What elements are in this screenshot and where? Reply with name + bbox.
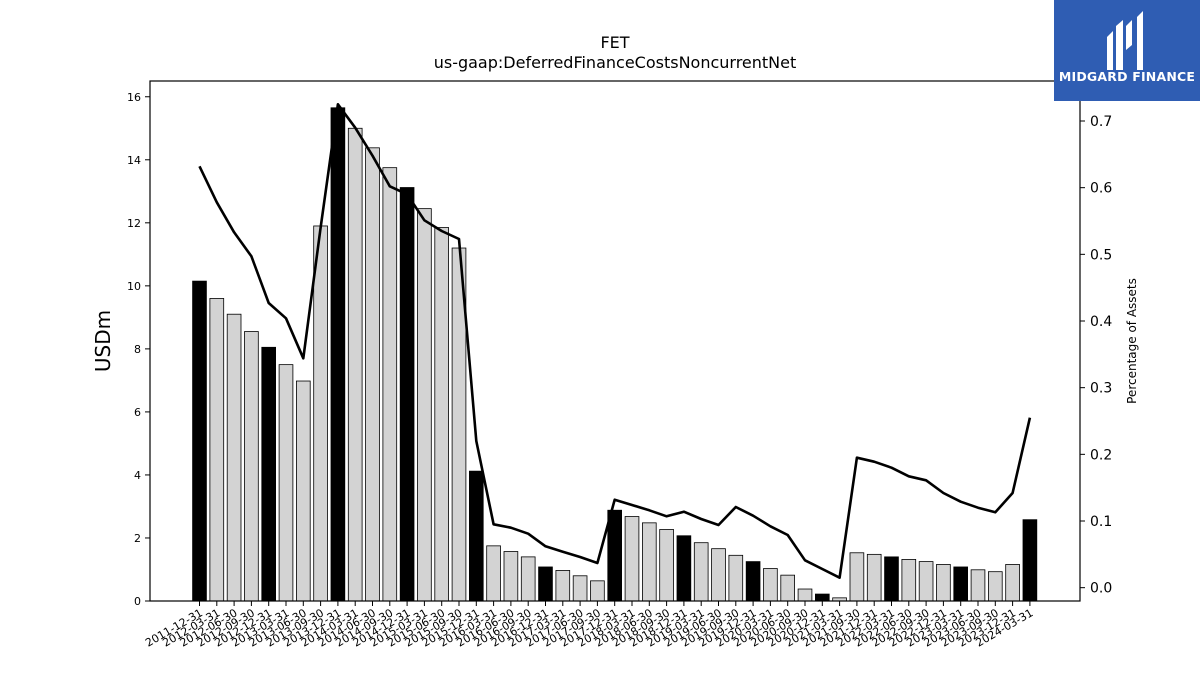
bar-2013-06-30 xyxy=(295,380,311,602)
bar-2017-06-30 xyxy=(572,575,588,602)
right-axis: 0.0 0.1 0.2 0.3 0.4 0.5 0.6 0.7 xyxy=(1080,114,1112,597)
y2-tick-label: 0.1 xyxy=(1090,514,1112,530)
y-tick-label: 6 xyxy=(134,406,141,419)
y-tick-label: 8 xyxy=(134,343,141,356)
y-tick-label: 2 xyxy=(134,532,141,545)
y2-tick-label: 0.0 xyxy=(1090,581,1112,597)
bar-2016-06-30 xyxy=(503,551,519,602)
bar-2018-12-31 xyxy=(676,535,692,602)
bar-2014-06-30 xyxy=(365,147,380,602)
bars-layer xyxy=(192,107,1038,602)
bar-2023-12-31 xyxy=(1005,564,1020,602)
bar-2023-09-30 xyxy=(988,571,1003,602)
bar-2020-03-31 xyxy=(763,568,778,602)
brand-name: MIDGARD FINANCE xyxy=(1058,69,1196,84)
y2-axis-label: Percentage of Assets xyxy=(1125,278,1139,404)
bar-2015-06-30 xyxy=(434,227,449,602)
bar-2016-09-30 xyxy=(520,556,536,602)
bar-2013-09-30 xyxy=(313,225,328,602)
bar-2024-03-31 xyxy=(1022,519,1038,602)
chart-subtitle: us-gaap:DeferredFinanceCostsNoncurrentNe… xyxy=(434,53,797,72)
assets-percentage-line xyxy=(198,103,1032,580)
bar-2017-03-31 xyxy=(555,570,571,602)
y2-tick-label: 0.4 xyxy=(1090,314,1112,330)
bar-2014-09-30 xyxy=(382,167,398,602)
y2-tick-label: 0.2 xyxy=(1090,447,1112,463)
bar-2023-06-30 xyxy=(970,569,986,602)
bar-2022-03-31 xyxy=(884,556,899,602)
bar-2019-03-31 xyxy=(693,542,709,602)
y-tick-label: 16 xyxy=(127,91,141,104)
bar-2017-12-31 xyxy=(607,509,622,602)
line-layer xyxy=(198,103,1032,580)
bar-2012-06-30 xyxy=(226,313,242,602)
bar-2012-12-31 xyxy=(261,346,276,602)
bar-2021-09-30 xyxy=(849,552,865,602)
brand-logo: MIDGARD FINANCE xyxy=(1054,0,1200,101)
y-tick-label: 0 xyxy=(134,595,141,608)
y2-tick-label: 0.6 xyxy=(1090,181,1112,197)
bar-2019-12-31 xyxy=(745,561,761,602)
bar-2015-03-31 xyxy=(417,208,432,602)
bar-2013-03-31 xyxy=(278,364,294,602)
bar-2018-06-30 xyxy=(642,522,657,602)
y-tick-label: 10 xyxy=(127,280,141,293)
bar-2022-06-30 xyxy=(901,559,917,602)
bar-2018-09-30 xyxy=(659,529,674,602)
x-axis: 2011-12-312012-03-312012-06-302012-09-30… xyxy=(143,601,1035,650)
left-axis: 0 2 4 6 8 10 12 14 16 xyxy=(127,91,150,608)
midgard-logo-icon xyxy=(1107,11,1143,70)
bar-2015-12-31 xyxy=(468,470,484,602)
bar-2011-12-31 xyxy=(192,280,207,602)
y-axis-label: USDm xyxy=(91,310,115,372)
bar-2020-09-30 xyxy=(797,588,813,602)
bar-2022-09-30 xyxy=(918,561,934,602)
y-tick-label: 4 xyxy=(134,469,141,482)
bar-2018-03-31 xyxy=(624,516,640,602)
bar-2020-12-31 xyxy=(815,593,830,602)
bar-2014-12-31 xyxy=(399,187,415,602)
bar-2016-12-31 xyxy=(538,566,553,602)
bar-2012-03-31 xyxy=(209,298,225,602)
bar-2019-09-30 xyxy=(728,554,744,602)
y2-tick-label: 0.7 xyxy=(1090,114,1112,130)
bar-2020-06-30 xyxy=(780,574,795,602)
bar-2016-03-31 xyxy=(486,545,501,602)
bar-2022-12-31 xyxy=(936,564,951,602)
bar-2017-09-30 xyxy=(590,580,605,602)
bar-2021-12-31 xyxy=(866,553,882,602)
chart-title: FET xyxy=(600,33,629,52)
bar-2023-03-31 xyxy=(953,566,968,602)
y-tick-label: 12 xyxy=(127,217,141,230)
bar-2019-06-30 xyxy=(711,548,726,602)
y-tick-label: 14 xyxy=(127,154,141,167)
bar-2012-09-30 xyxy=(244,331,259,602)
y2-tick-label: 0.5 xyxy=(1090,247,1112,263)
bar-2013-12-31 xyxy=(330,107,346,602)
bar-2014-03-31 xyxy=(347,127,363,602)
y2-tick-label: 0.3 xyxy=(1090,381,1112,397)
